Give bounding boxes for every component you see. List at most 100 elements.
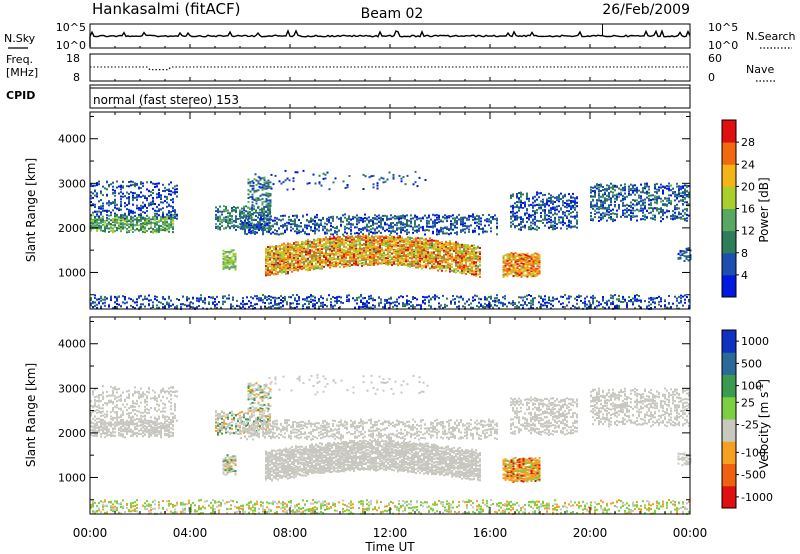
- range-gate-cell: [305, 250, 307, 253]
- frequency-series: [90, 66, 690, 71]
- range-gate-cell: [349, 261, 351, 264]
- range-gate-cell: [330, 225, 332, 227]
- range-gate-cell: [358, 221, 360, 224]
- range-gate-cell: [112, 218, 114, 221]
- range-gate-cell: [330, 233, 332, 236]
- range-gate-cell: [449, 264, 451, 267]
- range-gate-cell: [437, 241, 439, 244]
- range-gate-cell: [440, 228, 442, 231]
- range-gate-cell: [312, 218, 314, 221]
- range-gate-cell: [361, 251, 363, 254]
- range-gate-cell: [357, 247, 359, 250]
- range-gate-cell: [428, 214, 430, 217]
- range-gate-cell: [256, 223, 258, 226]
- range-gate-cell: [228, 262, 231, 265]
- range-gate-cell: [544, 209, 546, 212]
- range-gate-cell: [429, 259, 431, 262]
- range-gate-cell: [413, 253, 415, 256]
- range-gate-cell: [433, 243, 435, 246]
- range-gate-cell: [304, 224, 306, 227]
- range-gate-cell: [510, 272, 513, 275]
- range-gate-cell: [227, 224, 229, 227]
- range-gate-cell: [399, 247, 401, 250]
- range-gate-cell: [379, 246, 381, 249]
- range-gate-cell: [144, 226, 146, 229]
- range-gate-cell: [170, 219, 172, 222]
- range-gate-cell: [556, 199, 558, 202]
- range-gate-cell: [560, 227, 562, 230]
- range-gate-cell: [371, 263, 373, 266]
- range-gate-cell: [453, 245, 455, 248]
- range-gate-cell: [359, 235, 361, 238]
- range-gate-cell: [425, 258, 427, 261]
- range-gate-cell: [279, 266, 281, 269]
- range-gate-cell: [461, 263, 463, 266]
- range-gate-cell: [168, 230, 170, 233]
- range-gate-cell: [518, 269, 521, 272]
- range-gate-cell: [424, 229, 426, 232]
- range-gate-cell: [520, 257, 523, 260]
- range-gate-cell: [283, 242, 285, 245]
- range-gate-cell: [520, 193, 522, 196]
- range-gate-cell: [444, 227, 446, 229]
- range-gate-cell: [126, 215, 128, 218]
- range-gate-cell: [413, 263, 415, 266]
- range-gate-cell: [234, 255, 237, 258]
- range-gate-cell: [445, 261, 447, 264]
- range-gate-cell: [468, 216, 470, 219]
- range-gate-cell: [294, 230, 296, 233]
- range-gate-cell: [520, 270, 523, 273]
- range-gate-cell: [273, 257, 275, 260]
- range-gate-cell: [170, 190, 172, 193]
- range-gate-cell: [327, 257, 329, 260]
- range-gate-cell: [132, 203, 134, 206]
- range-gate-cell: [414, 225, 416, 228]
- range-gate-cell: [347, 238, 349, 241]
- range-gate-cell: [275, 273, 277, 275]
- range-gate-cell: [381, 262, 383, 264]
- range-gate-cell: [130, 211, 132, 214]
- range-gate-cell: [128, 197, 130, 200]
- range-gate-cell: [383, 261, 385, 264]
- range-gate-cell: [287, 259, 289, 262]
- range-gate-cell: [327, 248, 329, 251]
- range-gate-cell: [264, 214, 266, 217]
- range-gate-cell: [267, 250, 269, 252]
- range-gate-cell: [120, 198, 122, 201]
- range-gate-cell: [512, 253, 515, 256]
- range-gate-cell: [469, 246, 471, 249]
- range-gate-cell: [248, 231, 250, 234]
- range-gate-cell: [544, 218, 546, 221]
- range-gate-cell: [341, 242, 343, 245]
- range-gate-cell: [534, 210, 536, 213]
- range-gate-cell: [536, 209, 538, 211]
- range-gate-cell: [176, 214, 178, 217]
- range-gate-cell: [289, 262, 291, 265]
- range-gate-cell: [325, 238, 327, 241]
- range-gate-cell: [114, 215, 116, 217]
- range-gate-cell: [375, 245, 377, 248]
- range-gate-cell: [516, 274, 519, 277]
- range-gate-cell: [90, 183, 92, 186]
- range-gate-cell: [302, 229, 304, 232]
- range-gate-cell: [382, 228, 384, 231]
- range-gate-cell: [333, 248, 335, 251]
- range-gate-cell: [508, 266, 511, 268]
- range-gate-cell: [456, 215, 458, 218]
- range-gate-cell: [256, 227, 258, 230]
- range-gate-cell: [492, 216, 494, 218]
- range-gate-cell: [385, 241, 387, 244]
- range-gate-cell: [298, 229, 300, 232]
- range-gate-cell: [321, 254, 323, 257]
- range-gate-cell: [265, 268, 267, 270]
- range-gate-cell: [399, 238, 401, 241]
- range-gate-cell: [323, 259, 325, 262]
- range-gate-cell: [397, 255, 399, 258]
- range-gate-cell: [314, 232, 316, 235]
- range-gate-cell: [343, 265, 345, 268]
- range-gate-cell: [114, 201, 116, 204]
- range-gate-cell: [144, 205, 146, 208]
- range-gate-cell: [100, 205, 102, 208]
- range-gate-cell: [526, 261, 529, 264]
- range-gate-cell: [317, 267, 319, 270]
